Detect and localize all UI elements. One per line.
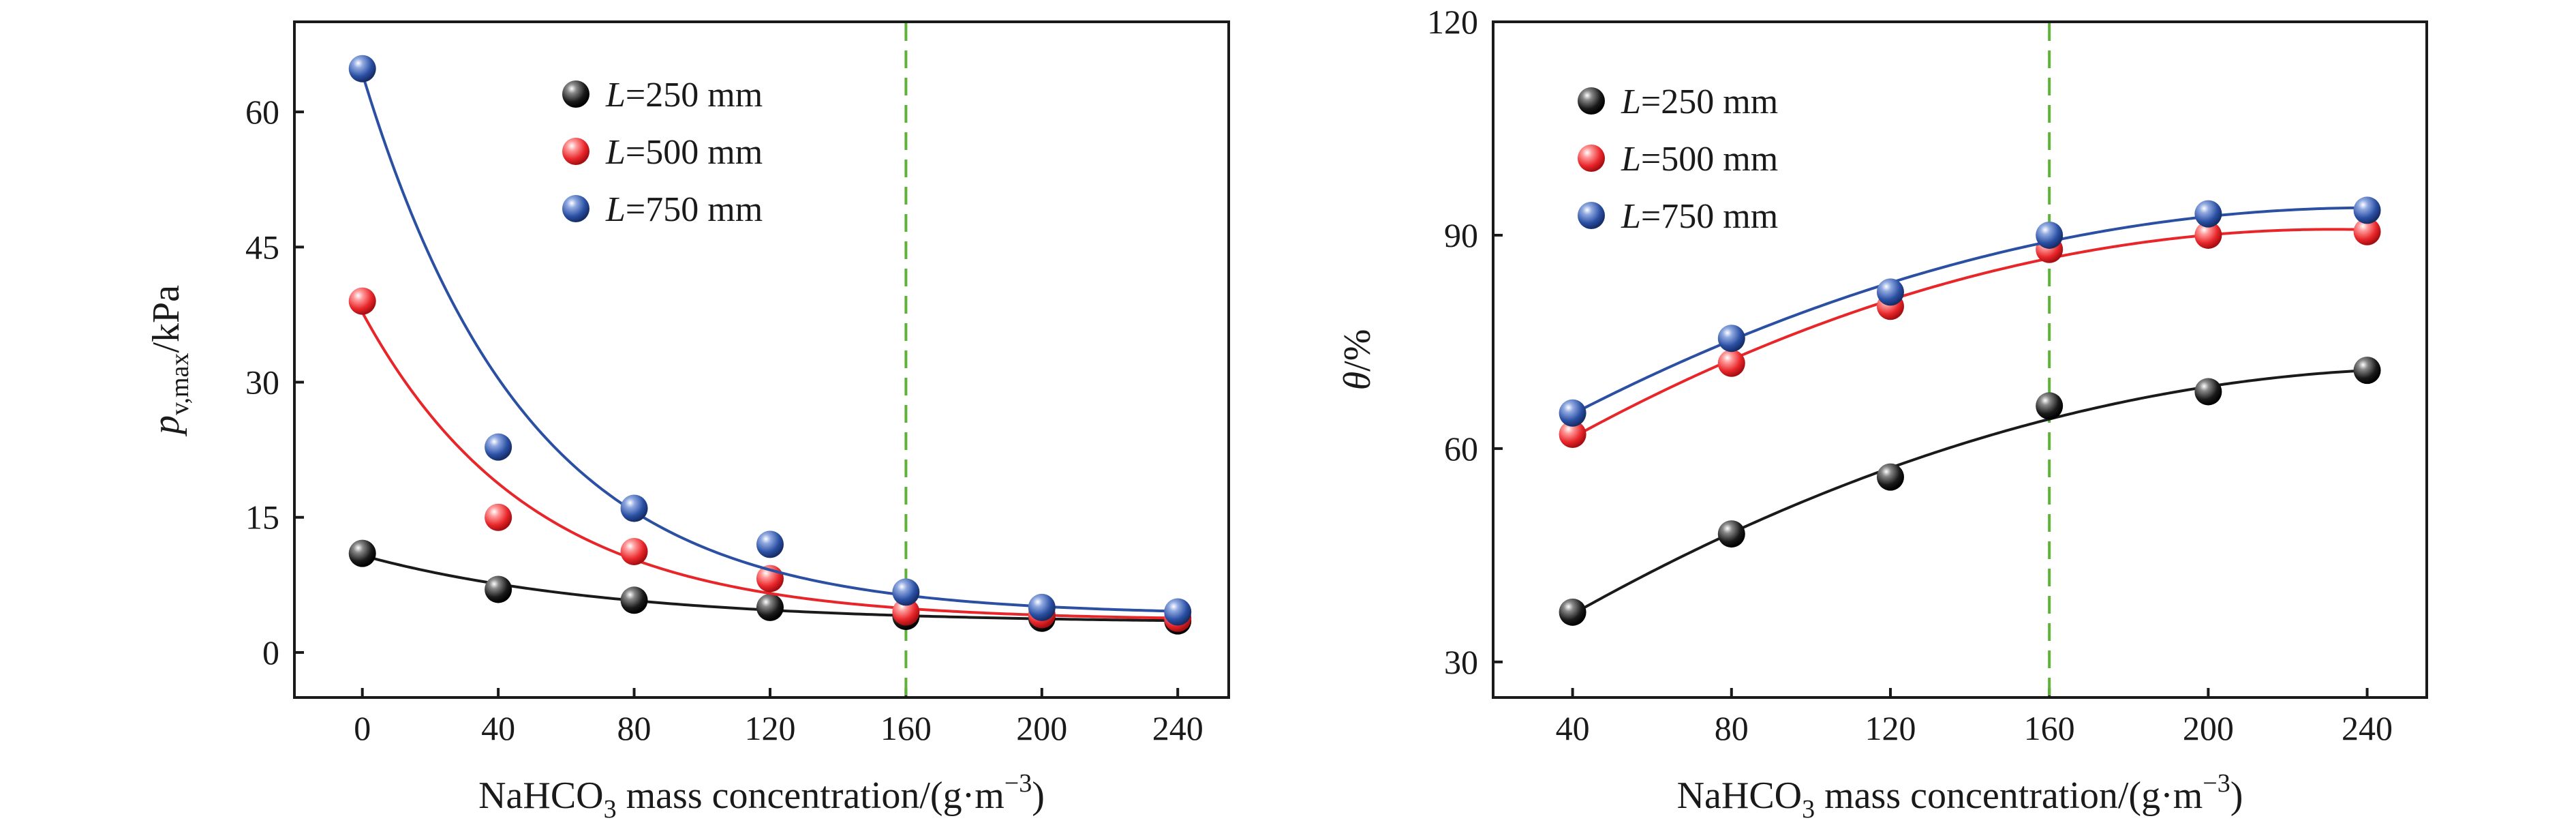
data-point-series-2 bbox=[485, 503, 512, 531]
ratio-chart-panel: 40 80 120 160 200 240 30 60 90 120 L=250 mm L=500 m… bbox=[1336, 3, 2428, 824]
legend-label: L=250 mm bbox=[1621, 82, 1778, 121]
data-point-series-1 bbox=[2194, 378, 2222, 406]
x-tick-label: 200 bbox=[2183, 709, 2234, 747]
data-point-series-2 bbox=[348, 287, 376, 315]
legend-label: L=750 mm bbox=[1621, 197, 1778, 236]
data-point-series-3 bbox=[2036, 221, 2064, 249]
x-tick-label: 160 bbox=[2024, 709, 2075, 747]
data-point-series-2 bbox=[1717, 349, 1745, 377]
legend-marker bbox=[562, 138, 589, 165]
x-tick-label: 0 bbox=[354, 709, 371, 747]
x-tick-label: 40 bbox=[481, 709, 515, 747]
data-point-series-1 bbox=[1717, 520, 1745, 548]
fit-curve-series-1 bbox=[1571, 369, 2367, 616]
y-axis-label: θ/% bbox=[1336, 329, 1379, 391]
data-point-series-3 bbox=[892, 578, 920, 606]
pressure-chart-panel: 0 40 80 120 160 200 240 0 15 30 45 60 L=250 mm L=500 … bbox=[145, 20, 1230, 824]
data-point-series-3 bbox=[2353, 196, 2381, 224]
x-tick-label: 200 bbox=[1016, 709, 1067, 747]
legend-label: L=500 mm bbox=[605, 133, 763, 172]
y-tick-label: 60 bbox=[245, 93, 279, 131]
legend-label: L=250 mm bbox=[605, 76, 763, 115]
y-axis-label: pv,max/kPa bbox=[145, 285, 194, 437]
data-point-series-3 bbox=[2194, 200, 2222, 228]
y-tick-label: 120 bbox=[1427, 3, 1478, 41]
legend-marker bbox=[562, 195, 589, 222]
y-tick-label: 30 bbox=[245, 363, 279, 402]
x-tick-label: 240 bbox=[1152, 709, 1203, 747]
data-point-series-1 bbox=[620, 586, 648, 614]
plot-frame bbox=[1492, 20, 2428, 699]
x-axis-label: NaHCO3 mass concentration/(g·m−3) bbox=[478, 769, 1045, 824]
y-tick-label: 30 bbox=[1444, 643, 1478, 681]
data-point-series-2 bbox=[2194, 221, 2222, 249]
x-tick-label: 240 bbox=[2342, 709, 2393, 747]
data-point-series-2 bbox=[892, 598, 920, 626]
x-tick-label: 80 bbox=[1715, 709, 1749, 747]
data-point-series-1 bbox=[756, 593, 784, 621]
data-point-series-1 bbox=[1876, 463, 1904, 491]
data-point-series-1 bbox=[2353, 357, 2381, 385]
data-point-series-2 bbox=[2353, 217, 2381, 245]
x-tick-label: 160 bbox=[880, 709, 932, 747]
data-point-series-3 bbox=[1028, 593, 1056, 621]
legend-marker bbox=[562, 80, 589, 108]
fit-curve-series-3 bbox=[361, 73, 1178, 613]
x-tick-label: 120 bbox=[744, 709, 795, 747]
data-point-series-3 bbox=[1717, 325, 1745, 352]
data-point-series-1 bbox=[485, 575, 512, 603]
y-tick-label: 90 bbox=[1444, 216, 1478, 254]
data-point-series-3 bbox=[620, 494, 648, 522]
legend-marker bbox=[1578, 202, 1605, 229]
data-point-series-1 bbox=[2036, 392, 2064, 420]
data-point-series-2 bbox=[1559, 421, 1586, 449]
data-point-series-3 bbox=[1876, 278, 1904, 306]
data-point-series-3 bbox=[348, 55, 376, 82]
legend-marker bbox=[1578, 87, 1605, 115]
fit-curve-series-3 bbox=[1571, 206, 2367, 416]
data-point-series-3 bbox=[485, 433, 512, 461]
y-tick-label: 45 bbox=[245, 228, 279, 266]
x-axis-label: NaHCO3 mass concentration/(g·m−3) bbox=[1677, 769, 2243, 824]
x-tick-label: 40 bbox=[1556, 709, 1590, 747]
legend-marker bbox=[1578, 145, 1605, 172]
y-tick-label: 15 bbox=[245, 498, 279, 537]
x-tick-label: 120 bbox=[1865, 709, 1916, 747]
data-point-series-3 bbox=[1164, 598, 1192, 626]
y-tick-label: 0 bbox=[262, 633, 279, 672]
data-point-series-1 bbox=[348, 539, 376, 567]
data-point-series-2 bbox=[620, 537, 648, 565]
fit-curve-series-2 bbox=[1571, 228, 2367, 439]
legend-label: L=750 mm bbox=[605, 190, 763, 229]
data-point-series-3 bbox=[1559, 399, 1586, 427]
data-point-series-3 bbox=[756, 530, 784, 558]
legend-label: L=500 mm bbox=[1621, 140, 1778, 179]
data-point-series-1 bbox=[1559, 598, 1586, 626]
plot-frame bbox=[293, 20, 1230, 699]
y-tick-label: 60 bbox=[1444, 430, 1478, 468]
x-tick-label: 80 bbox=[617, 709, 651, 747]
